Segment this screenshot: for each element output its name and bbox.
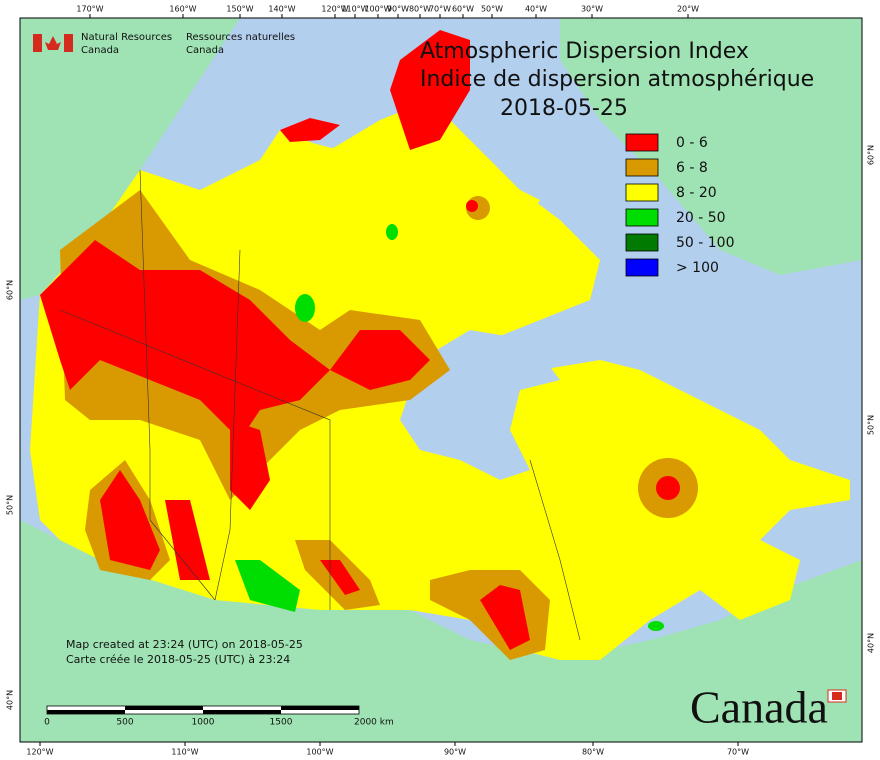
flag-bar <box>33 34 42 52</box>
logo-text: Canada <box>81 45 119 56</box>
maple-leaf <box>45 36 61 50</box>
longitude-label: 110°W <box>341 5 368 14</box>
dispersion-0-6 <box>100 470 160 570</box>
wordmark-flag-leaf <box>832 692 842 700</box>
legend-swatch <box>625 133 659 152</box>
longitude-label: 110°W <box>171 748 198 757</box>
logo-text: Canada <box>186 45 224 56</box>
scale-label: 1000 <box>192 718 215 728</box>
latitude-label: 50°N <box>6 495 15 515</box>
legend-label: 6 - 8 <box>676 160 708 176</box>
border <box>139 169 216 601</box>
dispersion-0-6 <box>230 420 270 510</box>
longitude-label: 150°W <box>226 5 253 14</box>
dispersion-0-6 <box>656 476 680 500</box>
united-states <box>20 520 862 742</box>
longitude-label: 140°W <box>268 5 295 14</box>
longitude-label: 160°W <box>169 5 196 14</box>
longitude-label: 90°W <box>444 748 466 757</box>
scale-segment <box>203 710 281 714</box>
title: Indice de dispersion atmosphérique <box>420 67 814 92</box>
dispersion-20-50 <box>386 224 398 240</box>
legend-label: 50 - 100 <box>676 235 735 251</box>
dispersion-0-6 <box>40 240 330 440</box>
note: Map created at 23:24 (UTC) on 2018-05-25 <box>66 638 303 651</box>
longitude-label: 30°W <box>581 5 603 14</box>
legend-label: 20 - 50 <box>676 210 726 226</box>
dispersion-0-6 <box>280 118 340 142</box>
dispersion-0-6 <box>165 500 210 580</box>
legend-label: 0 - 6 <box>676 135 708 151</box>
scale-label: 1500 <box>270 718 293 728</box>
dispersion-0-6 <box>480 585 530 650</box>
legend-swatch <box>625 233 659 252</box>
title: Atmospheric Dispersion Index <box>420 39 749 64</box>
scale-label: 0 <box>44 718 50 728</box>
longitude-label: 170°W <box>76 5 103 14</box>
longitude-label: 70°W <box>429 5 451 14</box>
longitude-label: 60°W <box>452 5 474 14</box>
map-frame <box>19 17 863 743</box>
baffin-island <box>460 190 600 320</box>
latitude-label: 50°N <box>867 415 876 435</box>
longitude-label: 70°W <box>727 748 749 757</box>
longitude-label: 100°W <box>364 5 391 14</box>
legend-swatch <box>625 258 659 277</box>
latitude-label: 40°N <box>6 690 15 710</box>
logo-text: Natural Resources <box>81 32 172 43</box>
scale-segment <box>281 706 359 710</box>
flag-bar <box>64 34 73 52</box>
dispersion-20-50 <box>295 294 315 322</box>
border <box>529 459 581 641</box>
longitude-label: 80°W <box>582 748 604 757</box>
longitude-label: 120°W <box>26 748 53 757</box>
date: 2018-05-25 <box>500 96 628 121</box>
scale-segment <box>47 710 125 714</box>
logo-text: Ressources naturelles <box>186 32 295 43</box>
canada-wordmark: Canada <box>690 682 828 733</box>
longitude-label: 20°W <box>677 5 699 14</box>
longitude-label: 90°W <box>387 5 409 14</box>
legend-swatch <box>625 183 659 202</box>
longitude-label: 80°W <box>409 5 431 14</box>
scale-segment <box>125 706 203 710</box>
latitude-label: 60°N <box>6 280 15 300</box>
logo: Natural Resources Canada Ressources natu… <box>33 32 295 56</box>
scale-label: 2000 km <box>354 718 394 728</box>
map <box>20 18 862 742</box>
scale-label: 500 <box>116 718 133 728</box>
longitude-label: 120°W <box>321 5 348 14</box>
legend-swatch <box>625 208 659 227</box>
border <box>214 249 241 601</box>
arctic-island <box>260 140 360 190</box>
dispersion-20-50 <box>235 560 300 612</box>
latitude-label: 60°N <box>867 145 876 165</box>
latitude-label: 40°N <box>867 633 876 653</box>
dispersion-0-6 <box>466 200 478 212</box>
border <box>59 309 331 610</box>
legend-label: 8 - 20 <box>676 185 717 201</box>
greenland <box>560 18 862 275</box>
legend-label: > 100 <box>676 260 719 276</box>
scale-bar <box>46 705 360 715</box>
longitude-label: 50°W <box>481 5 503 14</box>
dispersion-20-50 <box>648 621 664 631</box>
longitude-label: 40°W <box>525 5 547 14</box>
note: Carte créée le 2018-05-25 (UTC) à 23:24 <box>66 653 290 666</box>
longitude-label: 100°W <box>306 748 333 757</box>
alaska <box>20 18 240 300</box>
dispersion-0-6 <box>390 30 470 150</box>
legend-swatch <box>625 158 659 177</box>
dispersion-0-6 <box>330 330 430 390</box>
